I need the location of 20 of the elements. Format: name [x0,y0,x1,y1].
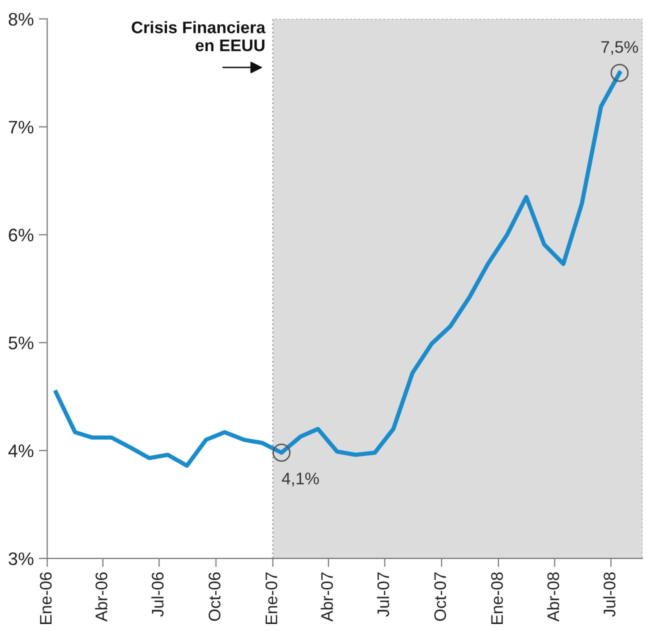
y-tick-label: 7% [8,120,34,134]
x-tick-label: Oct-06 [208,572,220,621]
y-tick-label: 4% [8,444,34,458]
y-tick-label: 6% [8,228,34,242]
annotation: 4,1% [282,472,319,486]
x-tick-label: Ene-06 [40,572,52,624]
y-tick-label: 3% [8,552,34,566]
x-tick-label: Jul-06 [151,572,164,617]
x-tick-label: Jul-08 [603,572,616,617]
x-tick-label: Oct-07 [434,572,446,621]
x-tick-label: Jul-07 [376,572,390,617]
x-tick-label: Abr-07 [320,572,333,622]
y-tick-label: 5% [8,336,34,350]
y-tick-label: 8% [8,12,34,26]
x-tick-label: Abr-08 [546,572,560,622]
x-tick-label: Abr-06 [95,572,108,622]
band-label: Crisis Financiera en EEUU [132,21,266,52]
annotation: 7,5% [601,41,638,55]
x-tick-label: Ene-08 [491,572,503,624]
x-tick-label: Ene-07 [266,572,278,624]
